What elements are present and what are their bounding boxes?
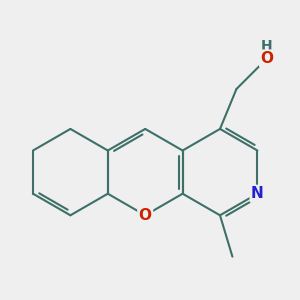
Text: H: H [261, 39, 273, 53]
Text: O: O [139, 208, 152, 223]
Text: N: N [251, 186, 264, 201]
Text: O: O [260, 51, 274, 66]
